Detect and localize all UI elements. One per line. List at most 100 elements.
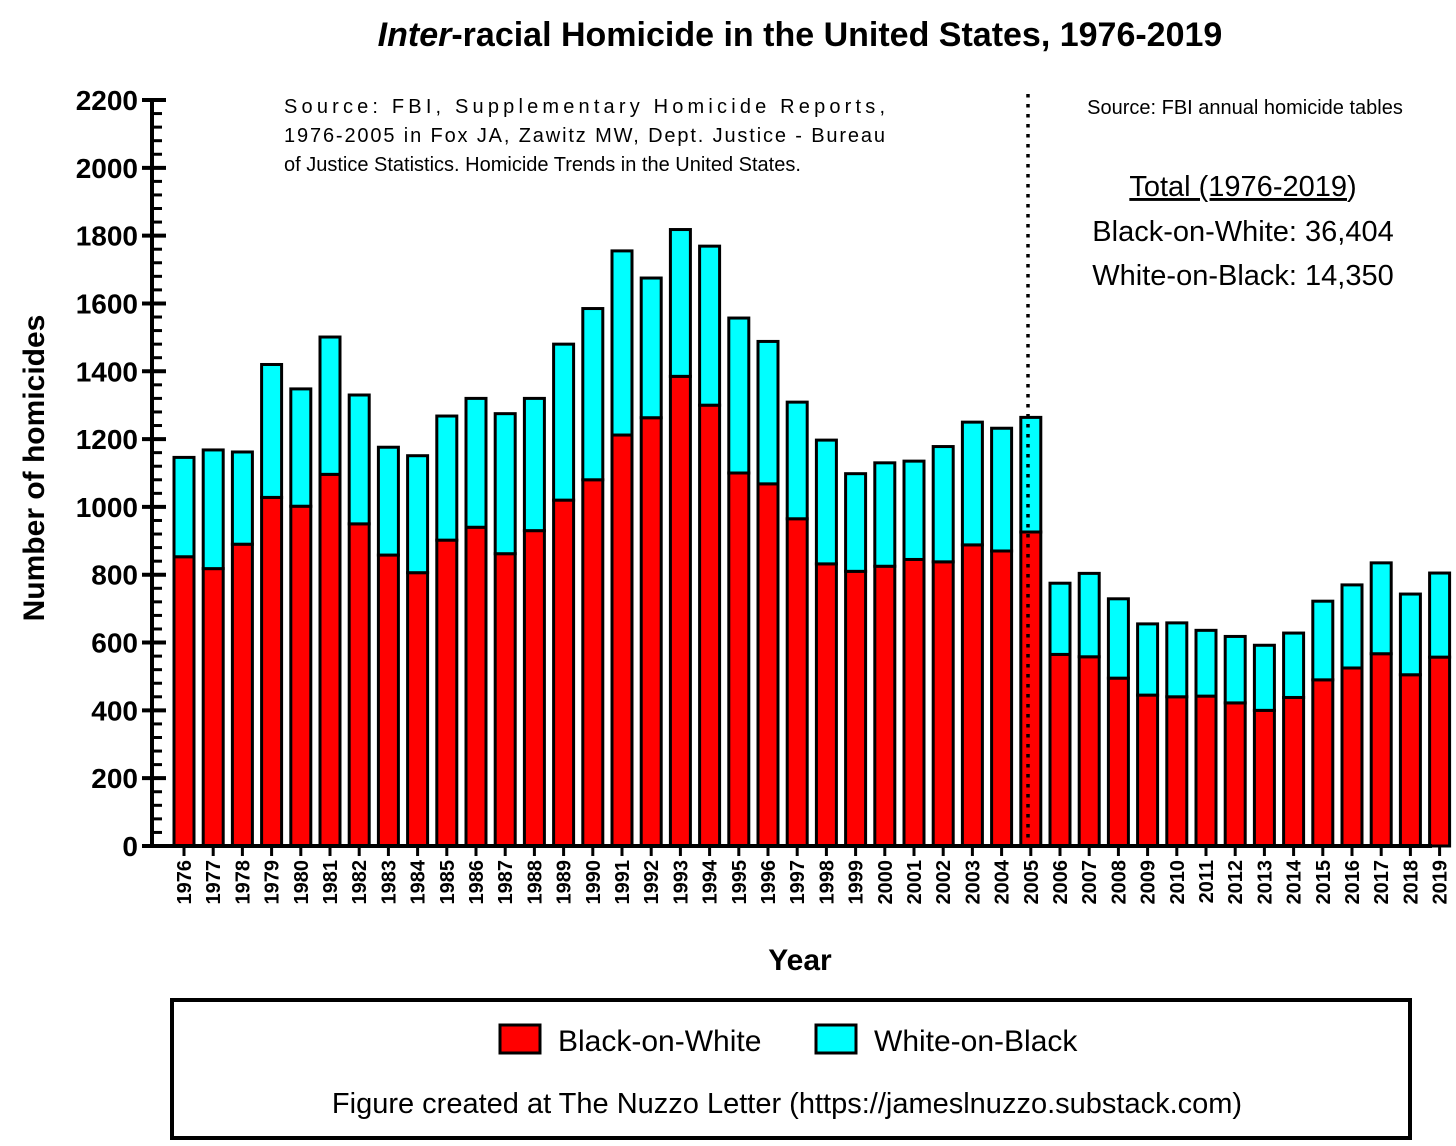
x-tick-label: 1989 xyxy=(554,860,576,905)
bar-black-on-white-1980 xyxy=(289,504,313,848)
bar-black-on-white-1987 xyxy=(493,552,517,848)
legend-box xyxy=(170,998,1412,1140)
x-tick-label: 1988 xyxy=(524,860,546,905)
bar-black-on-white-2017 xyxy=(1369,652,1393,848)
x-tick-label: 1999 xyxy=(846,860,868,905)
x-tick-label: 2013 xyxy=(1254,860,1276,905)
bar-black-on-white-2003 xyxy=(960,543,984,848)
legend-label-black-on-white: Black-on-White xyxy=(558,1025,761,1058)
bar-black-on-white-2010 xyxy=(1165,695,1189,848)
chart-title-rest: -racial Homicide in the United States, 1… xyxy=(451,16,1222,54)
bar-black-on-white-1981 xyxy=(318,472,342,848)
x-tick-label: 2005 xyxy=(1021,860,1043,905)
total-heading: Total (1976-2019) xyxy=(1129,171,1356,203)
bar-black-on-white-1977 xyxy=(201,567,225,848)
x-tick-label: 1991 xyxy=(612,860,634,905)
bar-white-on-black-2017 xyxy=(1369,561,1393,656)
legend-swatch-black-on-white xyxy=(498,1023,542,1055)
y-tick-label: 2200 xyxy=(76,85,138,116)
source-right: Source: FBI annual homicide tables xyxy=(1087,97,1403,119)
source-left-line-1: Source: FBI, Supplementary Homicide Repo… xyxy=(284,96,885,118)
source-left-line-3: of Justice Statistics. Homicide Trends i… xyxy=(284,154,801,176)
x-tick-label: 1980 xyxy=(291,860,313,905)
bar-black-on-white-1978 xyxy=(230,542,254,848)
bar-black-on-white-1992 xyxy=(639,416,663,848)
bar-black-on-white-1979 xyxy=(260,495,284,848)
bar-black-on-white-1998 xyxy=(814,562,838,848)
x-tick-label: 1986 xyxy=(466,860,488,905)
bar-black-on-white-2007 xyxy=(1077,655,1101,848)
total-heading-close: ) xyxy=(1347,171,1357,203)
legend-item-black-on-white: Black-on-White xyxy=(498,1023,761,1058)
x-tick-label: 2012 xyxy=(1225,860,1247,905)
y-tick-label: 1000 xyxy=(76,492,138,523)
bar-black-on-white-1985 xyxy=(435,538,459,848)
y-tick-label: 1600 xyxy=(76,288,138,319)
bar-white-on-black-1984 xyxy=(406,454,430,575)
x-tick-label: 2006 xyxy=(1050,860,1072,905)
x-tick-label: 1976 xyxy=(174,860,196,905)
bar-white-on-black-2012 xyxy=(1223,634,1247,705)
bar-black-on-white-2000 xyxy=(873,564,897,848)
bar-black-on-white-1984 xyxy=(406,571,430,848)
legend-label-white-on-black: White-on-Black xyxy=(874,1025,1078,1058)
bar-black-on-white-1993 xyxy=(668,374,692,848)
x-tick-label: 1994 xyxy=(700,859,722,904)
bar-white-on-black-2004 xyxy=(990,426,1014,553)
bar-white-on-black-2003 xyxy=(960,420,984,547)
bar-white-on-black-2011 xyxy=(1194,628,1218,698)
x-tick-label: 2003 xyxy=(962,860,984,905)
bar-white-on-black-1994 xyxy=(698,244,722,407)
bar-black-on-white-2012 xyxy=(1223,701,1247,848)
bar-white-on-black-1998 xyxy=(814,438,838,566)
x-tick-label: 2015 xyxy=(1313,860,1335,905)
legend-swatch-white-on-black xyxy=(814,1023,858,1055)
bar-white-on-black-1977 xyxy=(201,448,225,571)
bar-white-on-black-2000 xyxy=(873,461,897,568)
bar-white-on-black-2008 xyxy=(1106,597,1130,680)
bar-black-on-white-2011 xyxy=(1194,694,1218,848)
bar-white-on-black-1992 xyxy=(639,276,663,420)
bar-white-on-black-2013 xyxy=(1252,643,1276,712)
bar-white-on-black-1979 xyxy=(260,362,284,499)
bar-white-on-black-1976 xyxy=(172,455,196,559)
y-axis: 0 200 400 600 800 1000 1200 1400 1600 1800 2000 220… xyxy=(76,85,166,862)
bar-black-on-white-2014 xyxy=(1282,695,1306,848)
y-tick-label: 600 xyxy=(91,628,138,659)
bar-black-on-white-2019 xyxy=(1428,655,1452,848)
bar-white-on-black-2016 xyxy=(1340,583,1364,670)
bar-white-on-black-1993 xyxy=(668,228,692,378)
x-tick-label: 2002 xyxy=(933,860,955,905)
x-tick-label: 1992 xyxy=(641,860,663,905)
x-tick-label: 1983 xyxy=(378,860,400,905)
bar-black-on-white-1994 xyxy=(698,403,722,848)
bar-black-on-white-2001 xyxy=(902,557,926,848)
x-tick-label: 1977 xyxy=(203,860,225,905)
x-tick-label: 2016 xyxy=(1342,860,1364,905)
y-axis-label: Number of homicides xyxy=(18,315,51,622)
bar-white-on-black-2010 xyxy=(1165,621,1189,699)
bar-black-on-white-1988 xyxy=(522,529,546,848)
bar-black-on-white-2006 xyxy=(1048,652,1072,848)
bar-white-on-black-1997 xyxy=(785,400,809,521)
bar-white-on-black-1980 xyxy=(289,387,313,508)
bar-white-on-black-1995 xyxy=(727,316,751,475)
bar-white-on-black-1999 xyxy=(844,472,868,573)
bar-white-on-black-1988 xyxy=(522,396,546,533)
figure-credit: Figure created at The Nuzzo Letter (http… xyxy=(332,1088,1242,1120)
y-tick-label: 0 xyxy=(122,831,138,862)
legend-item-white-on-black: White-on-Black xyxy=(814,1023,1078,1058)
bar-black-on-white-2002 xyxy=(931,560,955,848)
x-tick-label: 2014 xyxy=(1284,859,1306,904)
bars xyxy=(172,228,1452,848)
x-tick-label: 2008 xyxy=(1108,860,1130,905)
bar-white-on-black-2005 xyxy=(1019,415,1043,534)
bar-black-on-white-1991 xyxy=(610,433,634,848)
y-tick-label: 800 xyxy=(91,560,138,591)
x-tick-label: 2000 xyxy=(875,860,897,905)
x-axis-label: Year xyxy=(768,944,832,977)
x-tick-label: 1984 xyxy=(408,859,430,904)
x-tick-label: 2010 xyxy=(1167,860,1189,905)
bar-white-on-black-2015 xyxy=(1311,599,1335,682)
